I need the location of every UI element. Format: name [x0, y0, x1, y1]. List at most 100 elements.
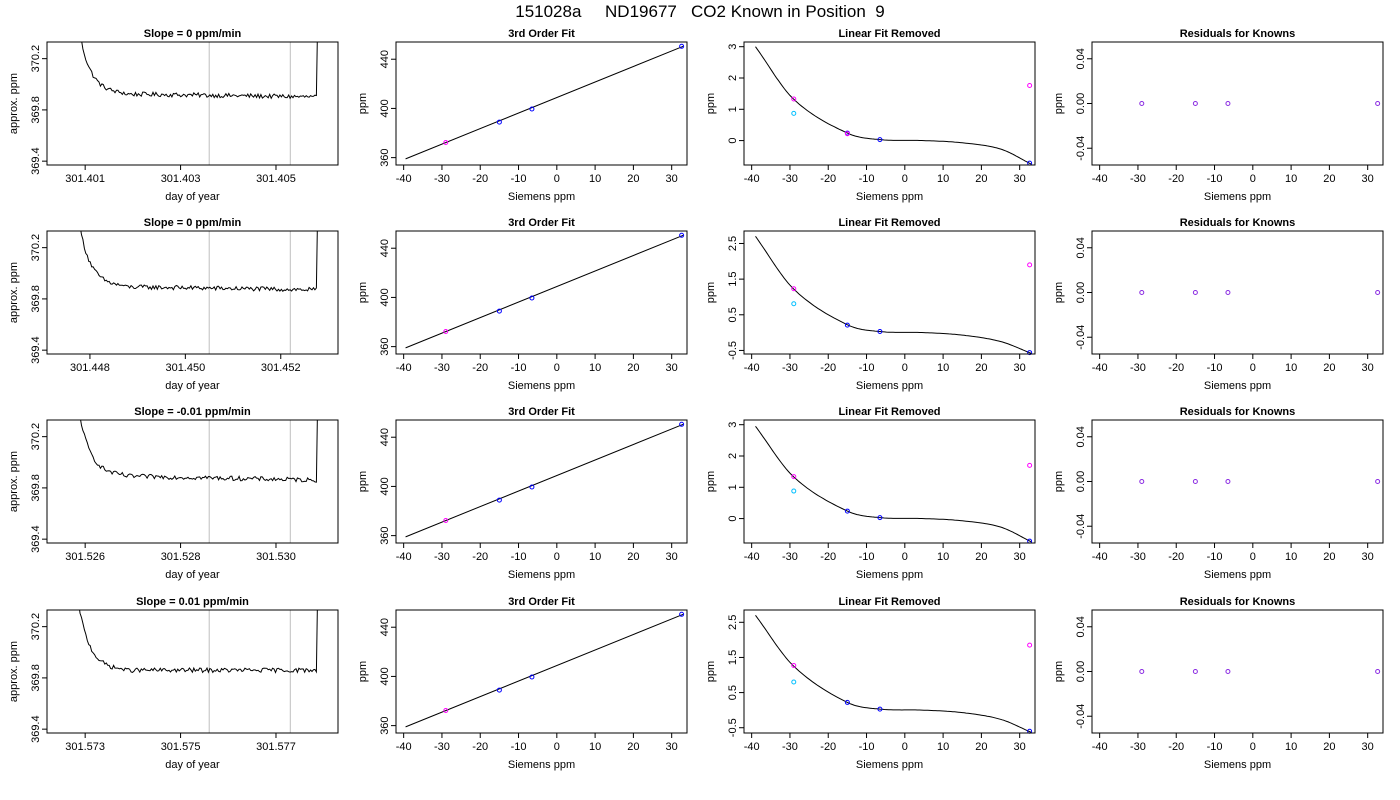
- x-tick-label: 0: [1250, 173, 1256, 185]
- fit-line: [405, 45, 684, 160]
- x-tick-label: 20: [975, 551, 987, 563]
- y-axis-label: ppm: [357, 661, 369, 682]
- data-point: [496, 119, 502, 125]
- y-tick-label: 400: [379, 99, 391, 117]
- plot-frame: [743, 609, 1036, 734]
- x-axis-label: Siemens ppm: [856, 191, 923, 203]
- x-tick-label: 10: [589, 741, 601, 753]
- x-tick-label: 10: [937, 741, 949, 753]
- panel-r2-c2: 3rd Order Fit -40 -30 -20 -10 0 10 20 30 360 400 44…: [357, 217, 688, 392]
- panel-title: Slope = 0 ppm/min: [144, 217, 242, 229]
- data-point: [443, 328, 449, 334]
- panel-title: Residuals for Knowns: [1180, 596, 1296, 608]
- x-tick-label: -30: [434, 741, 450, 753]
- y-tick-label: 369.4: [30, 525, 42, 553]
- panel-title: Residuals for Knowns: [1180, 28, 1296, 40]
- plot-area: [79, 610, 318, 733]
- x-tick-label: -40: [396, 741, 412, 753]
- y-tick-label: 400: [379, 477, 391, 495]
- data-point: [877, 329, 883, 335]
- x-tick-label: -10: [1207, 362, 1223, 374]
- y-tick-label: 369.8: [30, 664, 42, 692]
- data-point: [1225, 290, 1231, 295]
- plot-area: [405, 234, 684, 349]
- data-point: [1139, 101, 1145, 106]
- data-point: [791, 110, 797, 116]
- x-tick-label: -30: [1130, 551, 1146, 563]
- x-axis-label: Siemens ppm: [508, 759, 575, 771]
- y-tick-label: 369.8: [30, 285, 42, 313]
- x-tick-label: -20: [820, 362, 836, 374]
- y-tick-label: 440: [379, 50, 391, 68]
- x-tick-label: -40: [744, 741, 760, 753]
- y-tick-label: 2: [727, 453, 739, 459]
- data-point: [877, 706, 883, 712]
- y-axis-label: ppm: [705, 282, 717, 303]
- plot-area: [80, 420, 318, 543]
- y-tick-label: 370.2: [30, 423, 42, 451]
- data-point: [1192, 101, 1198, 106]
- x-tick-label: 0: [902, 173, 908, 185]
- x-tick-label: 30: [1362, 362, 1374, 374]
- x-tick-label: -10: [511, 551, 527, 563]
- y-tick-label: 3: [727, 422, 739, 428]
- x-axis-label: Siemens ppm: [508, 380, 575, 392]
- x-axis-label: day of year: [165, 380, 220, 392]
- x-tick-label: 30: [666, 551, 678, 563]
- y-tick-label: 1: [727, 484, 739, 490]
- fit-curve: [755, 425, 1032, 543]
- data-point: [679, 232, 685, 238]
- y-axis-label: ppm: [705, 93, 717, 114]
- panel-title: 3rd Order Fit: [508, 596, 575, 608]
- x-tick-label: -20: [820, 173, 836, 185]
- x-tick-label: 20: [1323, 741, 1335, 753]
- plot-frame: [46, 41, 339, 166]
- x-tick-label: 301.577: [256, 741, 296, 753]
- x-tick-label: 301.575: [161, 741, 201, 753]
- x-tick-label: 30: [666, 362, 678, 374]
- x-tick-label: -20: [472, 362, 488, 374]
- y-tick-label: -0.5: [727, 341, 739, 360]
- concentration-trace: [79, 610, 318, 674]
- plot-area: [405, 45, 684, 160]
- data-point: [1375, 101, 1381, 106]
- data-point: [844, 508, 850, 514]
- x-tick-label: -10: [859, 551, 875, 563]
- x-tick-label: 30: [1362, 551, 1374, 563]
- x-tick-label: -10: [511, 741, 527, 753]
- panel-title: Slope = 0.01 ppm/min: [136, 596, 249, 608]
- fit-line: [405, 613, 684, 728]
- y-tick-label: 370.2: [30, 234, 42, 262]
- data-point: [1139, 669, 1145, 674]
- data-point: [1027, 462, 1033, 468]
- y-tick-label: 369.8: [30, 96, 42, 124]
- y-tick-label: 370.2: [30, 45, 42, 73]
- data-point: [443, 517, 449, 523]
- x-tick-label: 301.573: [65, 741, 105, 753]
- x-axis-label: day of year: [165, 759, 220, 771]
- data-point: [496, 497, 502, 503]
- x-tick-label: -40: [1092, 551, 1108, 563]
- y-axis-label: ppm: [357, 93, 369, 114]
- fit-curve: [755, 615, 1032, 733]
- y-tick-label: 369.4: [30, 147, 42, 175]
- data-point: [791, 663, 797, 669]
- x-tick-label: 20: [975, 173, 987, 185]
- x-axis-label: day of year: [165, 569, 220, 581]
- data-point: [1027, 83, 1033, 89]
- plot-frame: [46, 609, 339, 734]
- data-point: [791, 286, 797, 292]
- x-axis-label: Siemens ppm: [1204, 191, 1271, 203]
- x-tick-label: 0: [902, 362, 908, 374]
- y-tick-label: -0.04: [1075, 514, 1087, 539]
- y-tick-label: 0.5: [727, 307, 739, 322]
- x-tick-label: -40: [744, 173, 760, 185]
- panel-title: Residuals for Knowns: [1180, 217, 1296, 229]
- x-tick-label: 0: [554, 741, 560, 753]
- data-point: [1139, 479, 1145, 484]
- x-axis-label: Siemens ppm: [1204, 380, 1271, 392]
- y-tick-label: 0.04: [1075, 616, 1087, 637]
- y-tick-label: 0.04: [1075, 237, 1087, 258]
- x-tick-label: -40: [396, 173, 412, 185]
- data-point: [1225, 669, 1231, 674]
